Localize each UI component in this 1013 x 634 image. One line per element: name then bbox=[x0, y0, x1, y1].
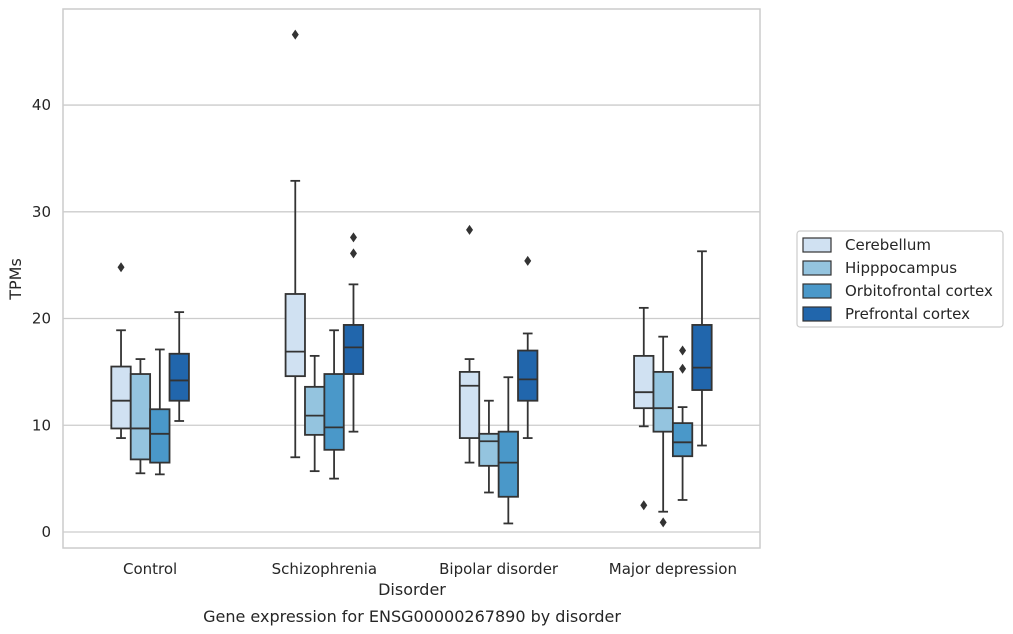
outlier-point bbox=[117, 262, 125, 273]
legend-label: Hipppocampus bbox=[845, 259, 957, 277]
box-group bbox=[129, 358, 152, 475]
box-group bbox=[478, 399, 500, 494]
box bbox=[149, 408, 171, 464]
box-group bbox=[633, 306, 655, 511]
outlier-point bbox=[640, 500, 648, 511]
legend-label: Orbitofrontal cortex bbox=[845, 282, 993, 300]
box bbox=[671, 422, 694, 458]
box-group bbox=[110, 262, 132, 439]
legend-swatch bbox=[802, 260, 832, 276]
outlier-point bbox=[291, 29, 299, 40]
outlier-point bbox=[679, 345, 687, 356]
y-tick-label: 40 bbox=[32, 96, 51, 114]
legend-label: Cerebellum bbox=[845, 236, 931, 254]
legend-label: Prefrontal cortex bbox=[845, 305, 970, 323]
box bbox=[110, 365, 132, 430]
box-group bbox=[671, 345, 694, 501]
box bbox=[497, 430, 519, 498]
y-tick-label: 20 bbox=[32, 310, 51, 328]
x-tick-label: Bipolar disorder bbox=[439, 560, 559, 578]
x-tick-label: Control bbox=[123, 560, 177, 578]
box bbox=[284, 293, 306, 378]
legend-frame bbox=[796, 230, 1004, 328]
y-ticks: 0 10 20 30 40 bbox=[32, 96, 51, 541]
legend: Cerebellum Hipppocampus Orbitofrontal cort… bbox=[796, 230, 1004, 328]
outlier-point bbox=[466, 224, 474, 235]
y-tick-label: 30 bbox=[32, 203, 51, 221]
box bbox=[323, 373, 345, 451]
box-group bbox=[304, 354, 326, 473]
x-ticks: Control Schizophrenia Bipolar disorder Majo… bbox=[123, 560, 737, 578]
box bbox=[458, 370, 481, 439]
outlier-point bbox=[349, 248, 357, 259]
box-group bbox=[458, 224, 481, 464]
outlier-point bbox=[679, 363, 687, 374]
box bbox=[478, 432, 500, 467]
box-group bbox=[323, 329, 345, 480]
outlier-point bbox=[349, 232, 357, 243]
plot-frame bbox=[62, 8, 761, 549]
box bbox=[304, 385, 326, 436]
box-group bbox=[284, 29, 306, 459]
x-axis-label: Disorder bbox=[378, 580, 446, 599]
boxes-layer bbox=[110, 29, 713, 528]
box-group bbox=[691, 250, 713, 447]
box-group bbox=[497, 376, 519, 525]
box bbox=[342, 324, 365, 375]
box-group bbox=[517, 255, 539, 439]
y-axis-label: TPMs bbox=[6, 258, 25, 301]
box bbox=[129, 373, 152, 461]
box-group bbox=[342, 232, 365, 433]
legend-swatch bbox=[802, 237, 832, 253]
box bbox=[652, 370, 674, 433]
y-tick-label: 0 bbox=[41, 523, 51, 541]
x-tick-label: Schizophrenia bbox=[272, 560, 377, 578]
y-tick-label: 10 bbox=[32, 416, 51, 434]
legend-swatch bbox=[802, 306, 832, 322]
box-group bbox=[652, 335, 674, 528]
box-group bbox=[149, 348, 171, 476]
legend-swatch bbox=[802, 283, 832, 299]
box bbox=[517, 349, 539, 402]
x-tick-label: Major depression bbox=[609, 560, 737, 578]
box bbox=[168, 352, 190, 402]
outlier-point bbox=[524, 255, 532, 266]
chart-caption: Gene expression for ENSG00000267890 by d… bbox=[203, 607, 621, 626]
box bbox=[691, 324, 713, 391]
gridlines bbox=[63, 104, 760, 533]
outlier-point bbox=[659, 517, 667, 528]
box-group bbox=[168, 311, 190, 422]
box bbox=[633, 354, 655, 410]
